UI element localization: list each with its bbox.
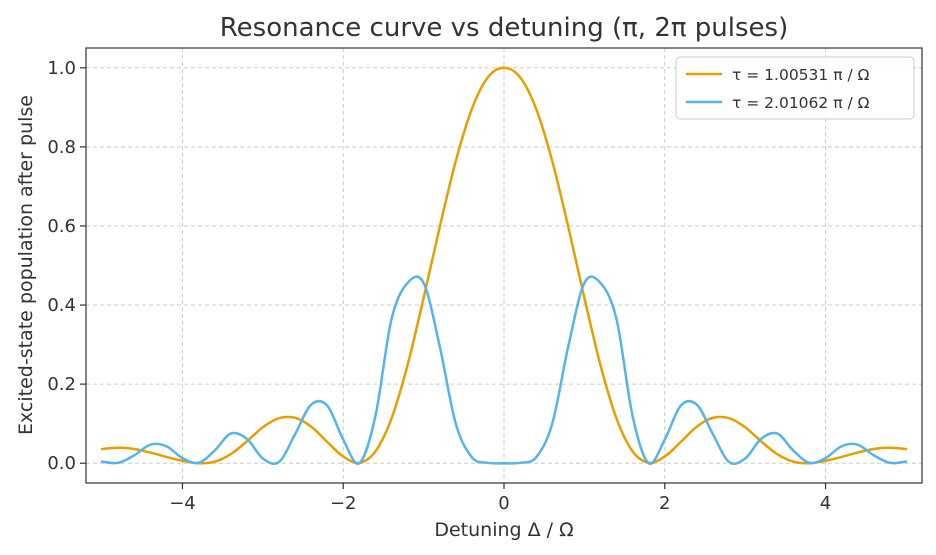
x-tick-label: 4	[820, 493, 831, 514]
x-tick-label: −2	[330, 493, 357, 514]
y-tick-label: 0.8	[47, 137, 76, 158]
series-line-2	[100, 275, 908, 465]
y-tick-label: 0.4	[47, 295, 76, 316]
y-axis-label: Excited-state population after pulse	[15, 95, 37, 435]
y-tick-label: 0.2	[47, 374, 76, 395]
y-tick-label: 0.0	[47, 453, 76, 474]
legend-box	[675, 56, 915, 120]
legend: τ = 1.00531 π / Ω τ = 2.01062 π / Ω	[675, 56, 915, 120]
y-tick-label: 0.6	[47, 216, 76, 237]
x-tick-label: 2	[659, 493, 670, 514]
x-axis-label: Detuning Δ / Ω	[434, 519, 573, 541]
x-tick-label: 0	[498, 493, 509, 514]
y-tick-label: 1.0	[47, 58, 76, 79]
series-line-1	[100, 66, 908, 465]
x-tick-label: −4	[169, 493, 196, 514]
axis-ticks: −4 −2 0 2 4 0.0 0.2 0.4 0.6 0.8 1.0	[47, 58, 831, 514]
series-layer	[100, 66, 908, 465]
legend-label-series-1: τ = 1.00531 π / Ω	[732, 66, 870, 84]
chart-title: Resonance curve vs detuning (π, 2π pulse…	[220, 13, 788, 43]
legend-label-series-2: τ = 2.01062 π / Ω	[732, 94, 870, 112]
